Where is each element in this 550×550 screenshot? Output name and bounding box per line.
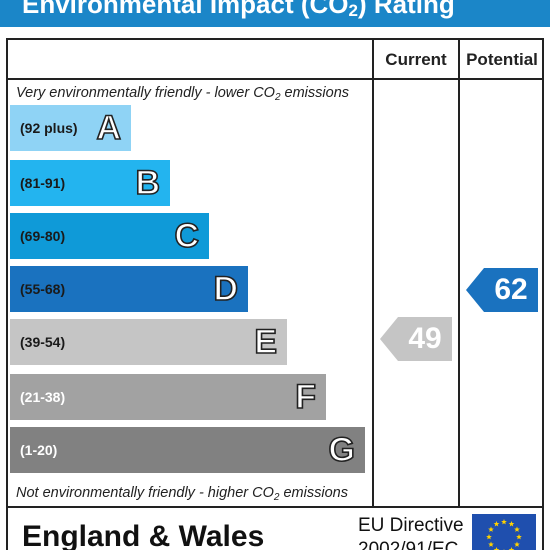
note-high-emissions: Not environmentally friendly - higher CO…: [16, 485, 348, 503]
directive-line-2: 2002/91/EC: [358, 539, 459, 550]
band-range-label: (39-54): [20, 334, 66, 350]
eu-star-icon: [516, 534, 522, 540]
eu-directive: EU Directive 2002/91/EC: [358, 514, 464, 550]
note-low-emissions: Very environmentally friendly - lower CO…: [16, 85, 350, 103]
region-label: England & Wales: [22, 520, 265, 550]
current-rating-marker: 49: [380, 317, 452, 361]
title-banner: Environmental Impact (CO2) Rating: [0, 0, 550, 27]
band-letter: F: [294, 377, 316, 417]
eu-star-icon: [486, 534, 492, 540]
eu-star-icon: [508, 521, 515, 527]
eu-star-icon: [493, 546, 500, 550]
band-range-label: (55-68): [20, 281, 66, 297]
column-header-current: Current: [385, 50, 447, 69]
band-range-label: (92 plus): [20, 120, 78, 136]
header-divider-main: [8, 78, 374, 80]
band-letter: E: [254, 322, 278, 362]
eu-flag-icon: [472, 514, 536, 550]
column-divider-potential: [458, 40, 460, 506]
potential-rating-arrow: [466, 268, 538, 312]
eu-star-icon: [508, 546, 515, 550]
potential-rating-marker: 62: [466, 268, 538, 312]
band-range-label: (69-80): [20, 228, 66, 244]
band-letter: G: [328, 430, 356, 470]
band-range-label: (21-38): [20, 389, 66, 405]
column-divider-current: [372, 40, 374, 506]
eu-star-icon: [488, 526, 494, 532]
eu-star-icon: [514, 526, 520, 532]
band-letter: A: [96, 108, 122, 148]
column-header-potential: Potential: [466, 50, 538, 69]
footer: England & Wales EU Directive 2002/91/EC: [6, 508, 544, 550]
band-range-label: (1-20): [20, 442, 58, 458]
eu-star-icon: [514, 541, 520, 547]
rating-band-d: (55-68) D: [10, 266, 248, 312]
rating-band-a: (92 plus) A: [10, 105, 131, 151]
eu-star-icon: [488, 541, 494, 547]
rating-band-e: (39-54) E: [10, 319, 287, 365]
band-letter: D: [213, 269, 239, 309]
page-title: Environmental Impact (CO2) Rating: [22, 0, 455, 20]
rating-band-b: (81-91) B: [10, 160, 170, 206]
potential-rating-value: 62: [494, 273, 528, 306]
rating-band-f: (21-38) F: [10, 374, 326, 420]
current-rating-arrow: [380, 317, 452, 361]
band-range-label: (81-91): [20, 175, 66, 191]
rating-table: Current Potential Very environmentally f…: [6, 38, 544, 508]
current-rating-value: 49: [408, 322, 442, 355]
rating-band-g: (1-20) G: [10, 427, 365, 473]
band-letter: B: [135, 163, 161, 203]
rating-band-c: (69-80) C: [10, 213, 209, 259]
eu-star-icon: [501, 519, 507, 525]
directive-line-1: EU Directive: [358, 515, 464, 536]
band-letter: C: [174, 216, 200, 256]
header-divider-ratings: [372, 78, 544, 80]
eu-star-icon: [493, 521, 500, 527]
